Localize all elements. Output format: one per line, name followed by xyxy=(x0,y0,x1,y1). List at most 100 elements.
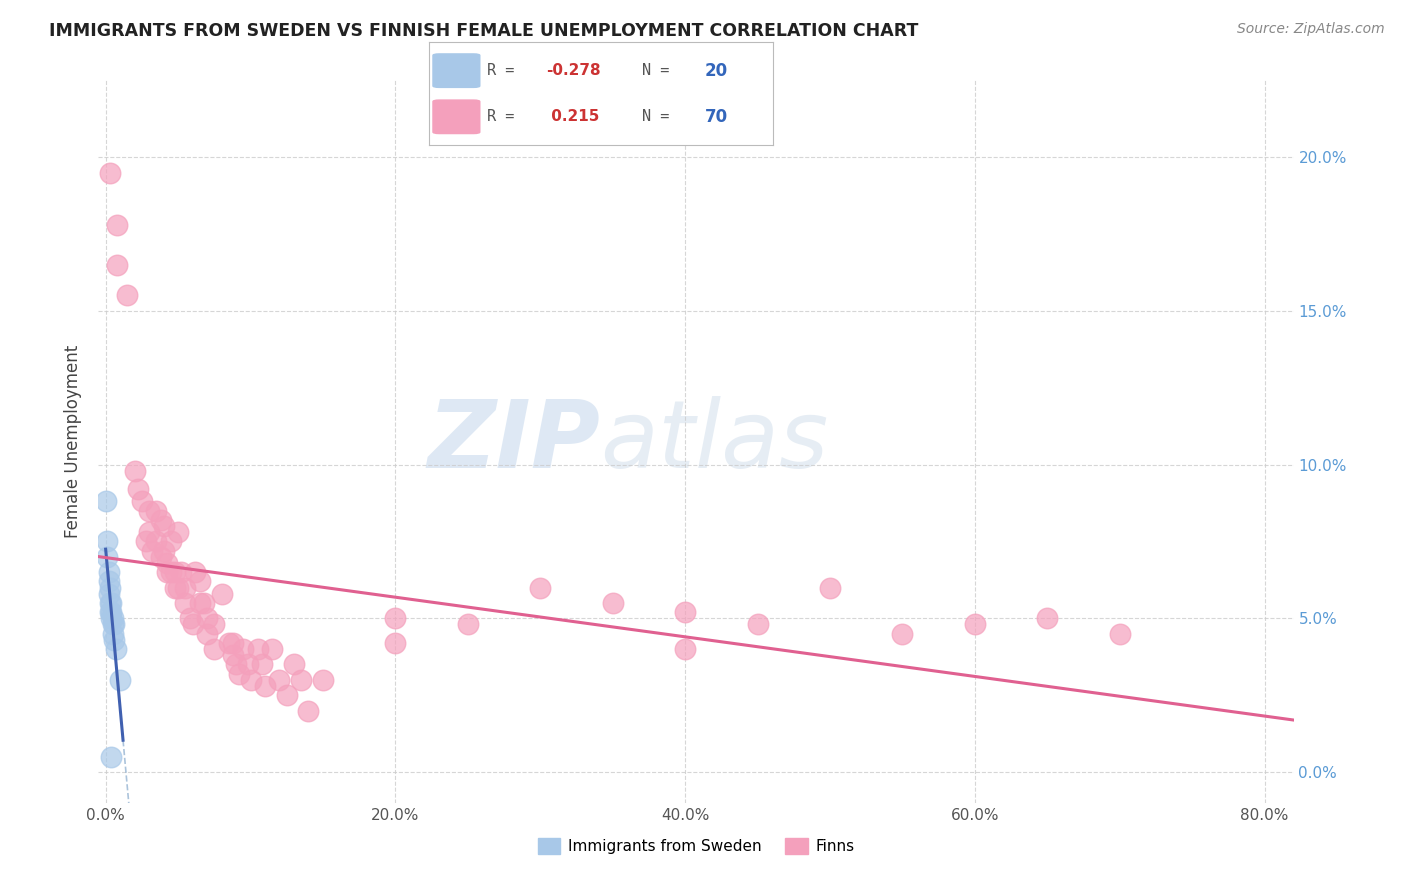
Point xyxy=(188,574,211,589)
Point xyxy=(1108,626,1130,640)
Point xyxy=(222,648,245,663)
Point xyxy=(239,673,262,687)
Point xyxy=(165,565,187,579)
Point xyxy=(96,549,118,564)
Point xyxy=(602,596,624,610)
Point xyxy=(97,565,120,579)
Point xyxy=(103,632,125,647)
Point xyxy=(97,587,120,601)
Point xyxy=(94,494,117,508)
Point xyxy=(97,574,120,589)
Point xyxy=(312,673,335,687)
Y-axis label: Female Unemployment: Female Unemployment xyxy=(65,345,83,538)
Point xyxy=(228,666,250,681)
Text: Source: ZipAtlas.com: Source: ZipAtlas.com xyxy=(1237,22,1385,37)
Point xyxy=(963,617,986,632)
Point xyxy=(179,611,201,625)
Point xyxy=(250,657,273,672)
Point xyxy=(105,218,128,232)
Point xyxy=(167,525,190,540)
Point xyxy=(225,657,247,672)
Point xyxy=(149,513,172,527)
Legend: Immigrants from Sweden, Finns: Immigrants from Sweden, Finns xyxy=(531,832,860,860)
Point xyxy=(174,581,197,595)
Point xyxy=(167,581,190,595)
Point xyxy=(145,534,167,549)
Point xyxy=(149,549,172,564)
Point xyxy=(170,565,193,579)
Point xyxy=(101,626,124,640)
Point xyxy=(202,617,225,632)
Text: R =: R = xyxy=(488,63,524,78)
Point xyxy=(101,611,124,625)
Point xyxy=(155,556,177,570)
Point xyxy=(141,543,163,558)
Point xyxy=(232,642,254,657)
Text: -0.278: -0.278 xyxy=(546,63,600,78)
Point xyxy=(253,679,276,693)
Point xyxy=(160,534,183,549)
Point xyxy=(138,504,160,518)
Point xyxy=(193,596,215,610)
Text: N =: N = xyxy=(643,110,679,124)
Point xyxy=(145,504,167,518)
Point xyxy=(747,617,769,632)
Text: 20: 20 xyxy=(704,62,727,79)
Point xyxy=(101,617,124,632)
Point xyxy=(297,704,319,718)
Point xyxy=(104,642,127,657)
Point xyxy=(269,673,291,687)
Text: 0.215: 0.215 xyxy=(546,110,599,124)
Point xyxy=(96,534,118,549)
Point xyxy=(135,534,157,549)
Point xyxy=(891,626,914,640)
Point xyxy=(384,636,406,650)
Point xyxy=(384,611,406,625)
Point xyxy=(127,482,149,496)
Point xyxy=(105,258,128,272)
Point xyxy=(98,605,121,619)
Point xyxy=(124,464,146,478)
FancyBboxPatch shape xyxy=(432,99,481,134)
Text: 70: 70 xyxy=(704,108,727,126)
Point xyxy=(673,642,696,657)
Point xyxy=(155,565,177,579)
Point xyxy=(160,565,183,579)
Point xyxy=(202,642,225,657)
Text: ZIP: ZIP xyxy=(427,395,600,488)
Point xyxy=(100,749,122,764)
Point xyxy=(276,688,298,702)
Point xyxy=(165,581,187,595)
Point xyxy=(117,288,139,302)
Point xyxy=(1036,611,1059,625)
Point xyxy=(174,596,197,610)
Point xyxy=(152,519,174,533)
Point xyxy=(188,596,211,610)
Point xyxy=(195,626,218,640)
Point xyxy=(818,581,841,595)
Point xyxy=(195,611,218,625)
Point xyxy=(100,611,122,625)
Point xyxy=(98,596,121,610)
Point xyxy=(98,581,121,595)
Point xyxy=(184,565,207,579)
Point xyxy=(290,673,312,687)
Point xyxy=(108,673,131,687)
Point xyxy=(236,657,259,672)
Point xyxy=(283,657,305,672)
Point xyxy=(100,605,122,619)
Point xyxy=(246,642,269,657)
Point xyxy=(262,642,284,657)
Point xyxy=(673,605,696,619)
Text: N =: N = xyxy=(643,63,679,78)
Point xyxy=(529,581,551,595)
Point xyxy=(98,165,121,179)
Point xyxy=(100,596,122,610)
Text: atlas: atlas xyxy=(600,396,828,487)
Point xyxy=(138,525,160,540)
Point xyxy=(131,494,153,508)
Point xyxy=(457,617,479,632)
Point xyxy=(181,617,204,632)
Point xyxy=(152,543,174,558)
Point xyxy=(218,636,240,650)
